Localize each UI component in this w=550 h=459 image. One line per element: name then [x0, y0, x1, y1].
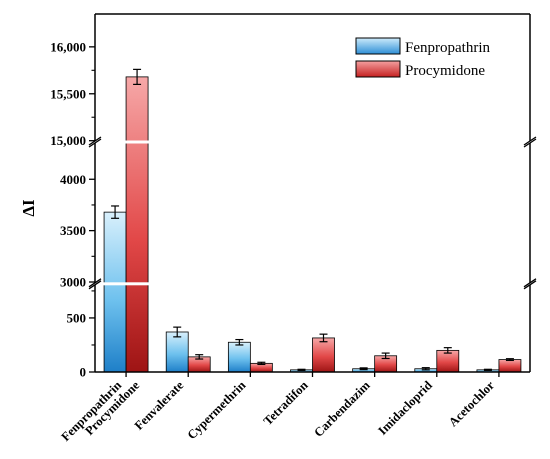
plot-area: [96, 68, 529, 373]
y-tick-label: 16,000: [50, 39, 86, 54]
bar-procymidone-3: [312, 337, 335, 373]
y-tick-label: 3500: [60, 223, 86, 238]
break-mark-1-0-a: [88, 138, 102, 148]
y-tick-label: 15,000: [50, 133, 86, 148]
axis-break-gap-1: [96, 140, 529, 144]
x-tick-label: Tetradifon: [261, 378, 311, 428]
bar-fenpropathrin-0: [103, 211, 127, 373]
x-tick-label: Imidacloprid: [375, 378, 435, 438]
y-tick-label: 15,500: [50, 86, 86, 101]
bar-procymidone-0: [125, 76, 149, 373]
legend-swatch-fenpropathrin: [355, 37, 401, 55]
bar-fenpropathrin-1: [165, 331, 189, 373]
y-tick-label: 4000: [60, 172, 86, 187]
x-tick-label: Cypermethrin: [185, 378, 249, 442]
y-tick-label: 500: [67, 310, 87, 325]
break-mark-0-1-b: [523, 278, 537, 288]
legend-swatch-procymidone: [355, 60, 401, 78]
y-axis-title: ΔI: [19, 199, 38, 217]
break-mark-0-0-b: [88, 278, 102, 288]
break-mark-1-1-b: [523, 136, 537, 146]
break-mark-1-1-a: [523, 138, 537, 148]
bar-procymidone-6: [498, 359, 522, 373]
x-tick-label: Carbendazim: [311, 378, 373, 440]
y-tick-label: 0: [80, 365, 87, 380]
x-tick-label: Acetochlor: [446, 378, 497, 429]
legend-label-procymidone: Procymidone: [405, 63, 485, 79]
break-mark-0-1-a: [523, 280, 537, 290]
legend: Fenpropathrin Procymidone: [355, 37, 490, 79]
legend-label-fenpropathrin: Fenpropathrin: [405, 40, 490, 56]
bar-fenpropathrin-2: [227, 341, 251, 373]
axis-break-gap-0: [96, 282, 529, 286]
break-mark-0-0-a: [88, 280, 102, 290]
y-tick-label: 3000: [60, 275, 86, 290]
